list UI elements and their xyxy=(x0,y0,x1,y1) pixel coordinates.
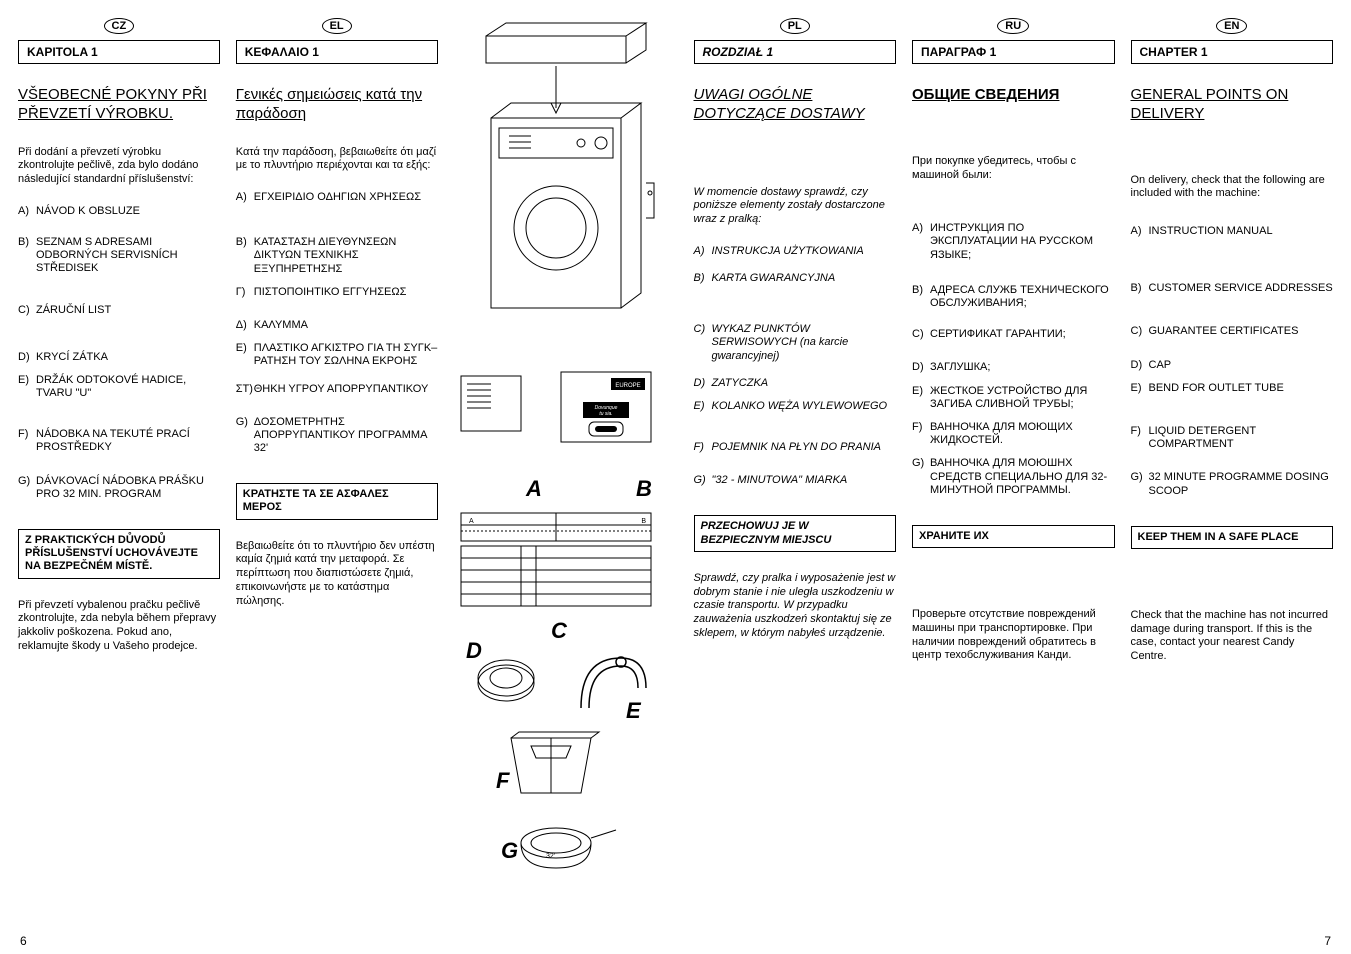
intro-text: Κατά την παράδοση, βεβαιωθείτε ότι μαζί … xyxy=(236,146,438,174)
list-item: G)DÁVKOVACÍ NÁDOBKA PRÁŠKU PRO 32 MIN. P… xyxy=(18,475,220,501)
chapter-title: ΚΕΦΑΛΑΙΟ 1 xyxy=(236,40,438,64)
section-heading: ОБЩИЕ СВЕДЕНИЯ xyxy=(912,86,1115,105)
list-item: D)ЗАГЛУШКА; xyxy=(912,361,1115,374)
list-item: В)АДРЕСА СЛУЖБ ТЕХНИЧЕСКОГО ОБСЛУЖИВАНИЯ… xyxy=(912,284,1115,310)
list-item: E)DRŽÁK ODTOKOVÉ HADICE, TVARU "U" xyxy=(18,374,220,400)
list-item: G)ВАННОЧКА ДЛЯ МОЮШНХ СРЕДСТВ СПЕЦИАЛЬНО… xyxy=(912,457,1115,497)
keep-safe-box: Z PRAKTICKÝCH DŮVODŮ PŘÍSLUŠENSTVÍ UCHOV… xyxy=(18,529,220,579)
list-item: D)KRYCÍ ZÁTKA xyxy=(18,351,220,364)
list-item: B)SEZNAM S ADRESAMI ODBORNÝCH SERVISNÍCH… xyxy=(18,236,220,276)
list-item: E)ЖЕСТКОЕ УСТРОЙСТВО ДЛЯ ЗАГИБА СЛИВНОЙ … xyxy=(912,385,1115,411)
lang-badge-el: EL xyxy=(322,18,352,34)
europe-label: EUROPE xyxy=(615,383,640,389)
intro-text: W momencie dostawy sprawdź, czy poniższe… xyxy=(694,186,897,227)
page-left: CZ KAPITOLA 1 VŠEOBECNÉ POKYNY PŘI PŘEVZ… xyxy=(0,0,676,954)
list-item: G)"32 - MINUTOWA" MIARKA xyxy=(694,474,897,487)
chapter-title: ROZDZIAŁ 1 xyxy=(694,40,897,64)
column-ru: RU ПАРАГРАФ 1 ОБЩИЕ СВЕДЕНИЯ При покупке… xyxy=(904,18,1123,944)
list-item: C)ZÁRUČNÍ LIST xyxy=(18,304,220,317)
label-e: E xyxy=(626,698,642,723)
page-number-right: 7 xyxy=(1324,934,1331,948)
list-item: ΣΤ)ΘΗΚΗ ΥΓΡΟΥ ΑΠΟΡΡΥΠΑΝΤΙΚΟΥ xyxy=(236,383,438,396)
column-en: EN CHAPTER 1 GENERAL POINTS ON DELIVERY … xyxy=(1123,18,1342,944)
keep-safe-box: PRZECHOWUJ JE W BEZPIECZNYM MIEJSCU xyxy=(694,515,897,551)
check-damage-text: Při převzetí vybalenou pračku pečlivě zk… xyxy=(18,599,220,654)
keep-safe-box: KEEP THEM IN A SAFE PLACE xyxy=(1131,526,1334,549)
list-item: G)ΔΟΣΟΜΕΤΡΗΤΗΣ ΑΠΟΡΡΥΠΑΝΤΙΚΟΥ ΠΡΟΓΡΑΜΜΑ … xyxy=(236,416,438,456)
list-item: F)POJEMNIK NA PŁYN DO PRANIA xyxy=(694,441,897,454)
chapter-title: CHAPTER 1 xyxy=(1131,40,1334,64)
label-c: C xyxy=(551,618,568,643)
svg-text:B: B xyxy=(641,518,646,525)
list-item: A)ΕΓΧΕΙΡΙΔΙΟ ΟΔΗΓΙΩΝ ΧΡΗΣΕΩΣ xyxy=(236,191,438,204)
list-item: C)GUARANTEE CERTIFICATES xyxy=(1131,325,1334,338)
list-item: F)LIQUID DETERGENT COMPARTMENT xyxy=(1131,425,1334,451)
lang-badge-ru: RU xyxy=(997,18,1029,34)
intro-text: При покупке убедитесь, чтобы с машиной б… xyxy=(912,155,1115,183)
list-item: E)KOLANKO WĘŻA WYLEWOWEGO xyxy=(694,400,897,413)
column-cz: CZ KAPITOLA 1 VŠEOBECNÉ POKYNY PŘI PŘEVZ… xyxy=(10,18,228,944)
check-damage-text: Βεβαιωθείτε ότι το πλυντήριο δεν υπέστη … xyxy=(236,540,438,609)
svg-text:A: A xyxy=(469,518,474,525)
list-item: A)INSTRUCTION MANUAL xyxy=(1131,225,1334,238)
chapter-title: KAPITOLA 1 xyxy=(18,40,220,64)
keep-safe-box: ХРАНИТЕ ИХ xyxy=(912,525,1115,548)
label-g: G xyxy=(501,838,518,863)
column-illustrations: EUROPE Dovunque tu sia. A B A B xyxy=(446,18,666,944)
lang-badge-cz: CZ xyxy=(104,18,135,34)
list-item: A)INSTRUKCJA UŻYTKOWANIA xyxy=(694,245,897,258)
list-item: F)ВАННОЧКА ДЛЯ МОЮЩИХ ЖИДКОСТЕЙ. xyxy=(912,421,1115,447)
intro-text: Při dodání a převzetí výrobku zkontroluj… xyxy=(18,146,220,187)
list-item: Δ)ΚΑΛΥΜΜΑ xyxy=(236,319,438,332)
chapter-title: ПАРАГРАФ 1 xyxy=(912,40,1115,64)
column-pl: PL ROZDZIAŁ 1 UWAGI OGÓLNE DOTYCZĄCE DOS… xyxy=(686,18,905,944)
page-right: PL ROZDZIAŁ 1 UWAGI OGÓLNE DOTYCZĄCE DOS… xyxy=(676,0,1351,954)
list-item: G)32 MINUTE PROGRAMME DOSING SCOOP xyxy=(1131,471,1334,497)
section-heading: UWAGI OGÓLNE DOTYCZĄCE DOSTAWY xyxy=(694,86,897,124)
list-item: F)NÁDOBKA NA TEKUTÉ PRACÍ PROSTŘEDKY xyxy=(18,428,220,454)
list-item: С)СЕРТИФИКАТ ГАРАНТИИ; xyxy=(912,328,1115,341)
list-item: E)BEND FOR OUTLET TUBE xyxy=(1131,382,1334,395)
list-item: D)CAP xyxy=(1131,359,1334,372)
item-list: A)INSTRUKCJA UŻYTKOWANIA B)KARTA GWARANC… xyxy=(694,245,897,506)
item-list: A)ΕΓΧΕΙΡΙΔΙΟ ΟΔΗΓΙΩΝ ΧΡΗΣΕΩΣ B)ΚΑΤΑΣΤΑΣΗ… xyxy=(236,191,438,473)
check-damage-text: Check that the machine has not incurred … xyxy=(1131,609,1334,664)
section-heading: Γενικές σημειώσεις κατά την παράδοση xyxy=(236,86,438,124)
list-item: A)NÁVOD K OBSLUZE xyxy=(18,205,220,218)
list-item: Γ)ΠΙΣΤΟΠΟΙΗΤΙΚΟ ΕΓΓΥΗΣΕΩΣ xyxy=(236,286,438,299)
keep-safe-box: ΚΡΑΤΗΣΤΕ ΤΑ ΣΕ ΑΣΦΑΛΕΣ ΜΕΡΟΣ xyxy=(236,483,438,519)
lang-badge-en: EN xyxy=(1216,18,1247,34)
check-damage-text: Sprawdź, czy pralka i wyposażenie jest w… xyxy=(694,572,897,641)
svg-text:32': 32' xyxy=(546,853,555,860)
section-heading: GENERAL POINTS ON DELIVERY xyxy=(1131,86,1334,124)
list-item: D)ZATYCZKA xyxy=(694,377,897,390)
section-heading: VŠEOBECNÉ POKYNY PŘI PŘEVZETÍ VÝROBKU. xyxy=(18,86,220,124)
list-item: B)ΚΑΤΑΣΤΑΣΗ ΔΙΕΥΘΥΝΣΕΩΝ ΔΙΚΤΥΩΝ ΤΕΧΝΙΚΗΣ… xyxy=(236,236,438,276)
item-list: A)INSTRUCTION MANUAL B)CUSTOMER SERVICE … xyxy=(1131,225,1334,516)
illustration-svg: EUROPE Dovunque tu sia. A B A B xyxy=(451,18,661,898)
column-el: EL ΚΕΦΑΛΑΙΟ 1 Γενικές σημειώσεις κατά τη… xyxy=(228,18,446,944)
label-b: B xyxy=(636,476,652,501)
list-item: C)WYKAZ PUNKTÓW SERWISOWYCH (na karcie g… xyxy=(694,323,897,363)
item-list: A)NÁVOD K OBSLUZE B)SEZNAM S ADRESAMI OD… xyxy=(18,205,220,519)
label-f: F xyxy=(496,768,510,793)
label-d: D xyxy=(466,638,482,663)
check-damage-text: Проверьте отсутствие повреждений машины … xyxy=(912,608,1115,663)
svg-text:tu sia.: tu sia. xyxy=(599,411,612,417)
list-item: B)KARTA GWARANCYJNA xyxy=(694,272,897,285)
page-number-left: 6 xyxy=(20,934,27,948)
list-item: А)ИНСТРУКЦИЯ ПО ЭКСПЛУАТАЦИИ НА РУССКОМ … xyxy=(912,222,1115,262)
list-item: E)ΠΛΑΣΤΙΚΟ ΑΓΚΙΣΤΡΟ ΓΙΑ ΤΗ ΣΥΓΚ– ΡΑΤΗΣΗ … xyxy=(236,342,438,368)
label-a: A xyxy=(525,476,542,501)
lang-badge-pl: PL xyxy=(780,18,810,34)
intro-text: On delivery, check that the following ar… xyxy=(1131,174,1334,202)
list-item: B)CUSTOMER SERVICE ADDRESSES xyxy=(1131,282,1334,295)
item-list: А)ИНСТРУКЦИЯ ПО ЭКСПЛУАТАЦИИ НА РУССКОМ … xyxy=(912,222,1115,515)
